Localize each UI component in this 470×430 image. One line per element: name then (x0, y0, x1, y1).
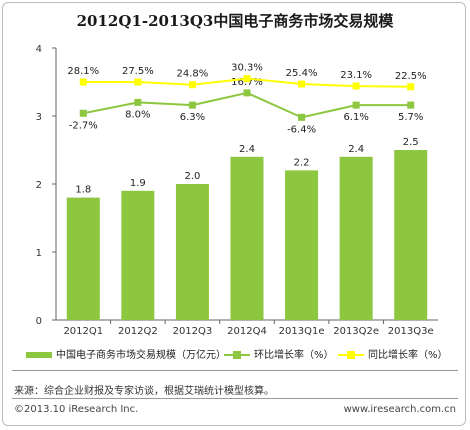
chart-legend: 中国电子商务市场交易规模（万亿元） 环比增长率（%） 同比增长率（%） (20, 346, 460, 362)
bar (66, 197, 100, 320)
bar-value-label: 2.4 (239, 144, 255, 155)
yoy-growth-label: 24.8% (177, 69, 209, 80)
legend-label-mom-growth: 环比增长率（%） (254, 350, 334, 361)
yoy-growth-marker (352, 82, 360, 90)
legend-item-yoy-growth: 同比增长率（%） (338, 346, 448, 361)
x-tick-label: 2012Q4 (227, 326, 267, 337)
y-tick-label: 1 (36, 248, 42, 259)
website-text: www.iresearch.com.cn (343, 404, 456, 415)
yoy-growth-marker (188, 81, 196, 89)
bar-value-label: 2.2 (294, 157, 310, 168)
legend-swatch-mom-line (224, 350, 250, 360)
legend-label-yoy-growth: 同比增长率（%） (368, 350, 448, 361)
bar-value-label: 1.8 (75, 185, 91, 196)
y-tick-label: 4 (36, 44, 42, 55)
source-note: 来源：综合企业财报及专家访谈，根据艾瑞统计模型核算。 (14, 386, 274, 397)
bar (230, 156, 264, 320)
bar-value-label: 2.0 (184, 171, 200, 182)
yoy-growth-marker (134, 78, 142, 86)
yoy-growth-label: 27.5% (122, 66, 154, 77)
yoy-growth-marker (298, 80, 306, 88)
y-tick-label: 2 (36, 180, 42, 191)
yoy-growth-marker (243, 75, 251, 83)
x-tick-label: 2013Q1e (279, 326, 325, 337)
mom-growth-marker (298, 113, 306, 121)
x-tick-label: 2012Q1 (63, 326, 103, 337)
bar-value-label: 2.5 (403, 137, 419, 148)
x-tick-label: 2012Q3 (173, 326, 213, 337)
bar-value-label: 2.4 (348, 144, 364, 155)
mom-growth-marker (352, 101, 360, 109)
mom-growth-label: -6.4% (287, 124, 316, 135)
legend-label-trade-volume: 中国电子商务市场交易规模（万亿元） (56, 350, 226, 361)
x-tick-label: 2012Q2 (118, 326, 158, 337)
x-tick-label: 2013Q3e (388, 326, 434, 337)
mom-growth-label: -2.7% (69, 120, 98, 131)
bar (121, 190, 155, 320)
yoy-growth-label: 22.5% (395, 71, 427, 82)
mom-growth-label: 8.0% (125, 109, 150, 120)
bar (175, 184, 209, 320)
mom-growth-marker (407, 101, 415, 109)
bar (394, 150, 428, 320)
legend-item-trade-volume: 中国电子商务市场交易规模（万亿元） (26, 346, 226, 361)
x-tick-label: 2013Q2e (333, 326, 379, 337)
yoy-growth-label: 25.4% (286, 68, 318, 79)
yoy-growth-marker (407, 83, 415, 91)
chart-title: 2012Q1-2013Q3中国电子商务市场交易规模 (76, 12, 394, 30)
legend-swatch-bar (26, 352, 52, 358)
bar (285, 170, 319, 320)
bar (339, 156, 373, 320)
bar-value-label: 1.9 (130, 178, 146, 189)
mom-growth-label: 16.7% (231, 77, 263, 88)
yoy-growth-marker (79, 78, 87, 86)
yoy-growth-label: 28.1% (67, 66, 99, 77)
y-tick-label: 0 (36, 316, 42, 327)
mom-growth-marker (134, 98, 142, 106)
copyright-text: ©2013.10 iResearch Inc. (14, 404, 139, 415)
mom-growth-label: 6.3% (180, 112, 205, 123)
y-tick-label: 3 (36, 112, 42, 123)
mom-growth-marker (188, 101, 196, 109)
yoy-growth-label: 30.3% (231, 63, 263, 74)
footer-divider-bottom (12, 398, 458, 399)
mom-growth-marker (243, 89, 251, 97)
footer-divider-top (12, 370, 458, 371)
mom-growth-marker (79, 109, 87, 117)
mom-growth-label: 6.1% (343, 112, 368, 123)
legend-swatch-yoy-line (338, 350, 364, 360)
yoy-growth-label: 23.1% (340, 70, 372, 81)
legend-item-mom-growth: 环比增长率（%） (224, 346, 334, 361)
mom-growth-label: 5.7% (398, 112, 423, 123)
